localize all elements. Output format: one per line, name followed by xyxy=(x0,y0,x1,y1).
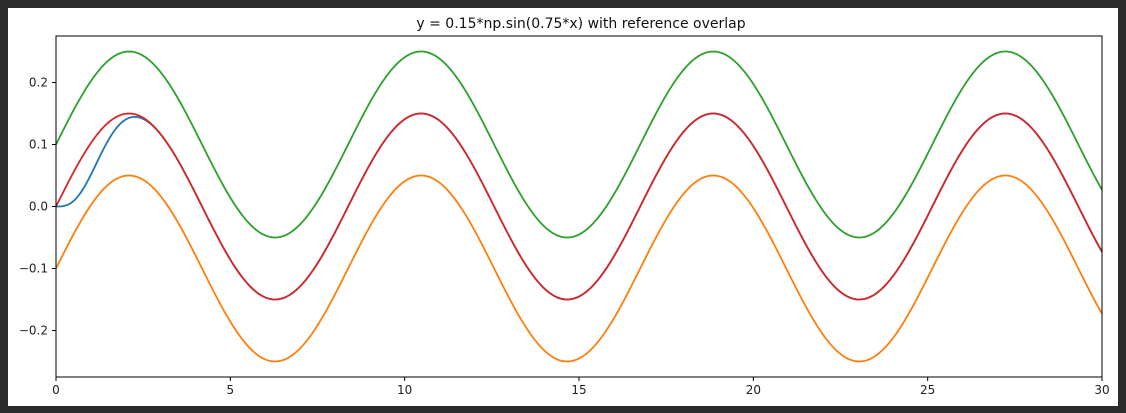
line-chart: y = 0.15*np.sin(0.75*x) with reference o… xyxy=(19,16,1110,397)
axes-frame xyxy=(55,35,1103,378)
series-orange-line xyxy=(55,174,1103,363)
y-tick-label: 0.2 xyxy=(29,76,48,90)
x-tick-label: 20 xyxy=(746,383,761,397)
axes-layer: 0 5 10 15 20 25 30 −0.2 −0.1 0.0 0.1 0.2 xyxy=(19,35,1110,397)
figure: y = 0.15*np.sin(0.75*x) with reference o… xyxy=(8,8,1118,406)
x-tick-label: 0 xyxy=(52,383,60,397)
y-tick-label: 0.1 xyxy=(29,138,48,152)
series-green-line xyxy=(55,50,1103,239)
chart-title: y = 0.15*np.sin(0.75*x) with reference o… xyxy=(416,16,745,32)
x-tick-label: 15 xyxy=(571,383,586,397)
series-blue-line xyxy=(55,112,1103,301)
x-tick-label: 10 xyxy=(397,383,412,397)
series-red-line xyxy=(55,112,1103,301)
x-tick-label: 30 xyxy=(1094,383,1109,397)
y-tick-label: −0.2 xyxy=(19,324,48,338)
x-tick-label: 5 xyxy=(227,383,235,397)
y-tick-label: −0.1 xyxy=(19,262,48,276)
x-tick-label: 25 xyxy=(920,383,935,397)
y-tick-label: 0.0 xyxy=(29,200,48,214)
series-layer xyxy=(55,50,1103,363)
